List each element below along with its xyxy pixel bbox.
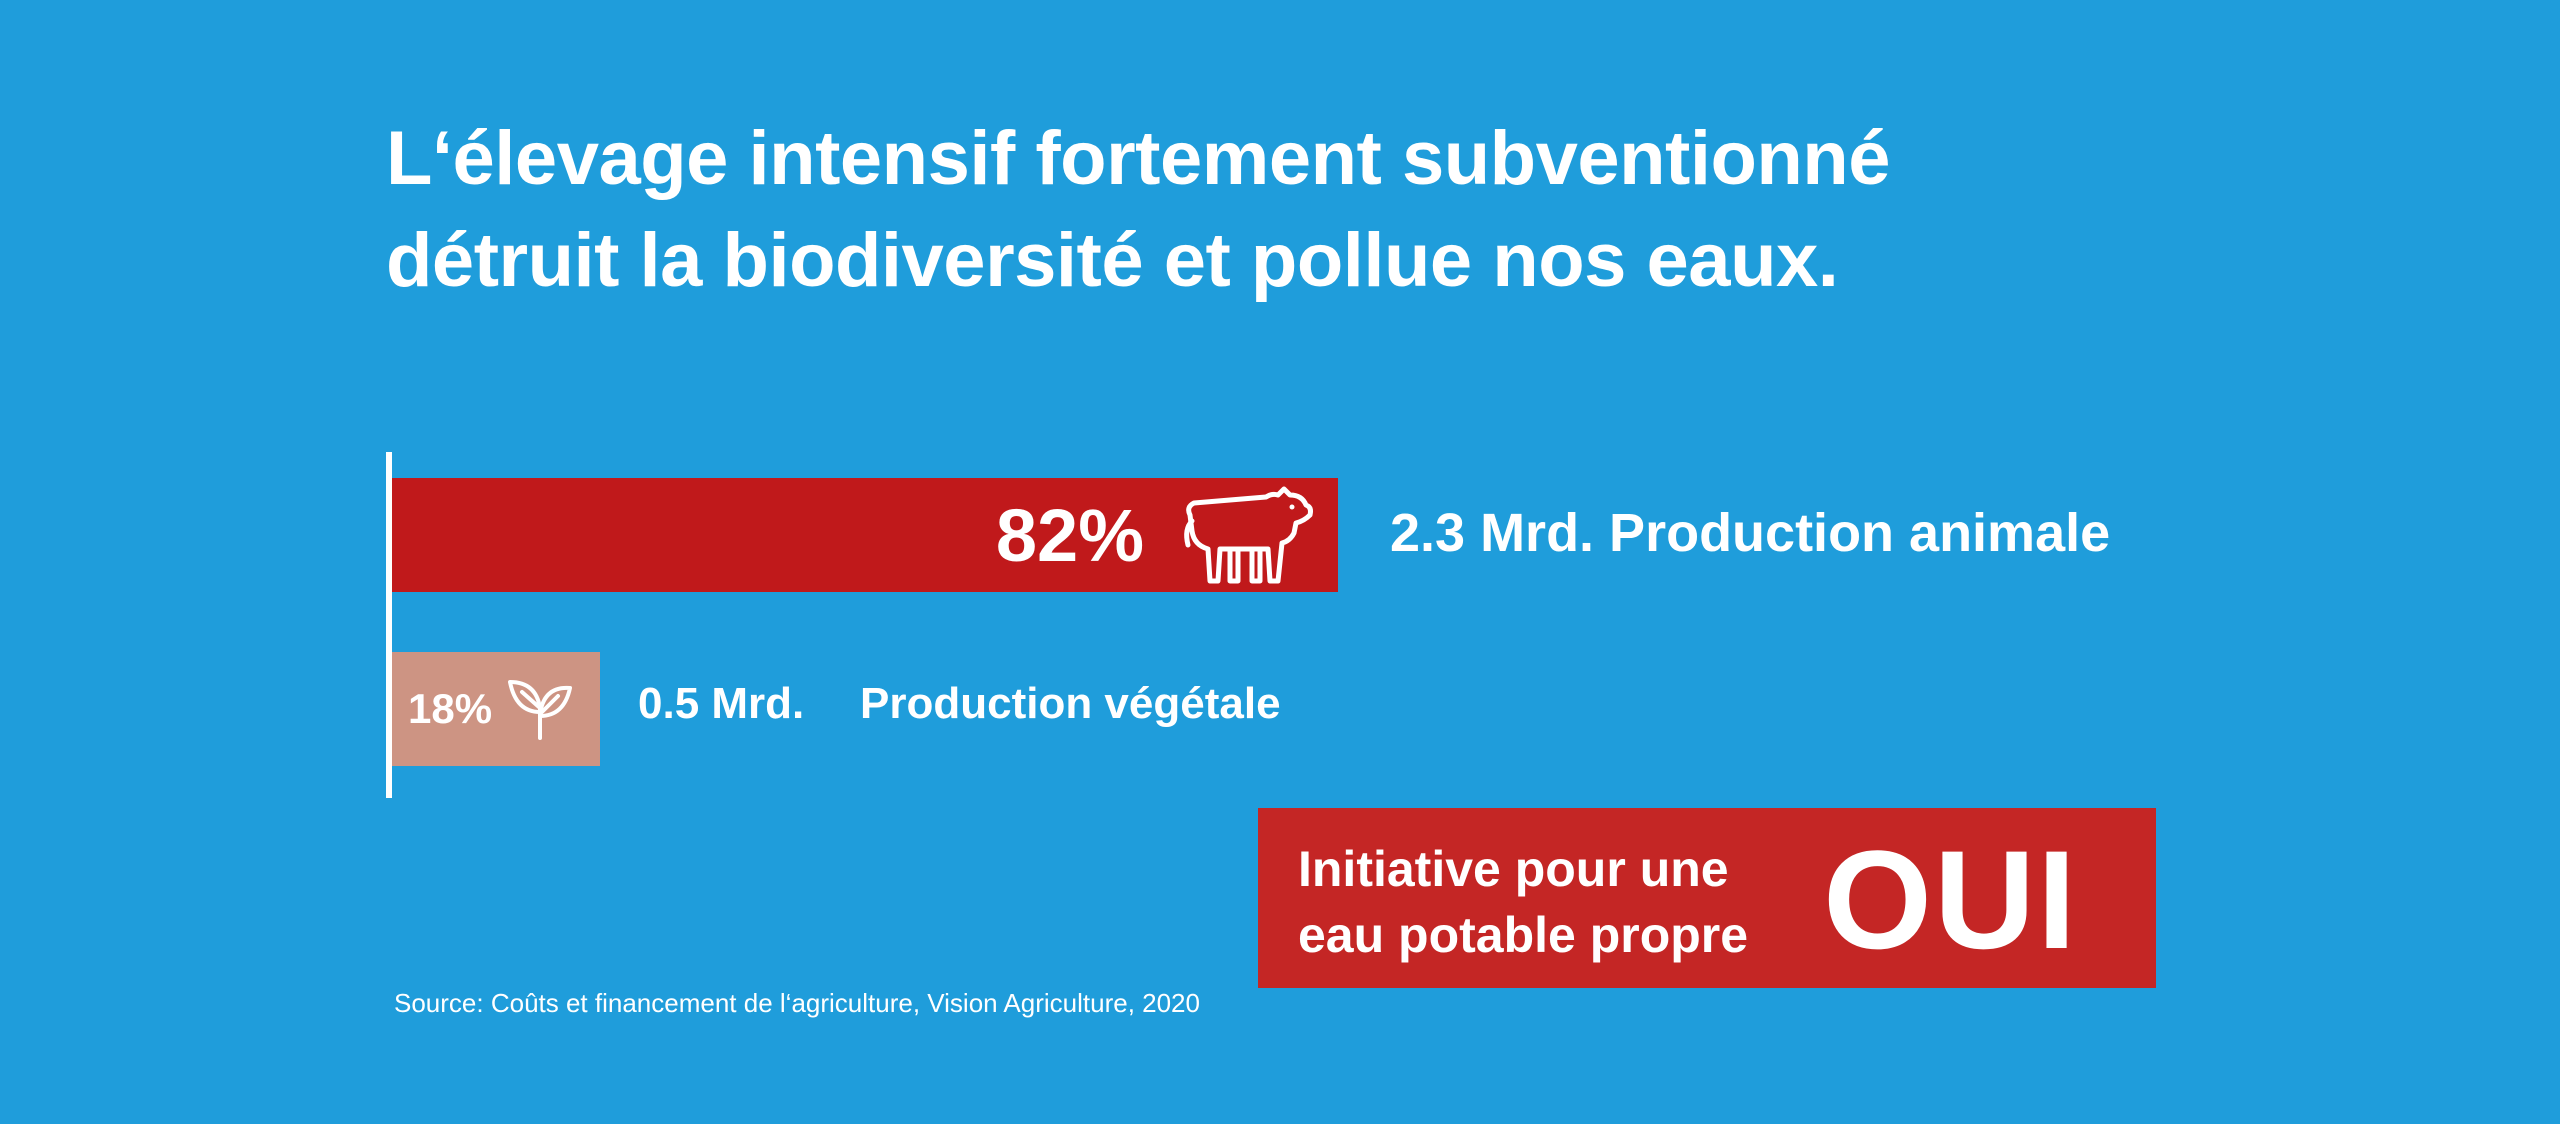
initiative-line-1: Initiative pour une [1298,841,1729,897]
initiative-line-2: eau potable propre [1298,907,1749,963]
chart-axis [386,452,392,798]
initiative-banner: Initiative pour une eau potable propre O… [1258,808,2156,988]
bar-label-plant-name: Production végétale [860,679,1281,728]
initiative-title: Initiative pour une eau potable propre [1298,836,1748,968]
bar-production-animale: 82% [392,478,1338,592]
bar-label-plant-amount: 0.5 Mrd. [638,679,805,728]
percent-label-animal: 82% [995,493,1144,577]
oui-label: OUI [1823,821,2078,978]
headline: L‘élevage intensif fortement subventionn… [386,108,1891,312]
source-note: Source: Coûts et financement de l‘agricu… [394,988,1200,1018]
headline-line-1: L‘élevage intensif fortement subventionn… [386,116,1891,201]
percent-label-plant: 18% [408,685,493,732]
headline-line-2: détruit la biodiversité et pollue nos ea… [386,218,1839,303]
sprout-icon [508,680,573,740]
cow-icon [1184,486,1313,584]
bar-production-vegetale: 18% [392,652,600,766]
bar-label-animal: 2.3 Mrd. Production animale [1390,503,2111,563]
